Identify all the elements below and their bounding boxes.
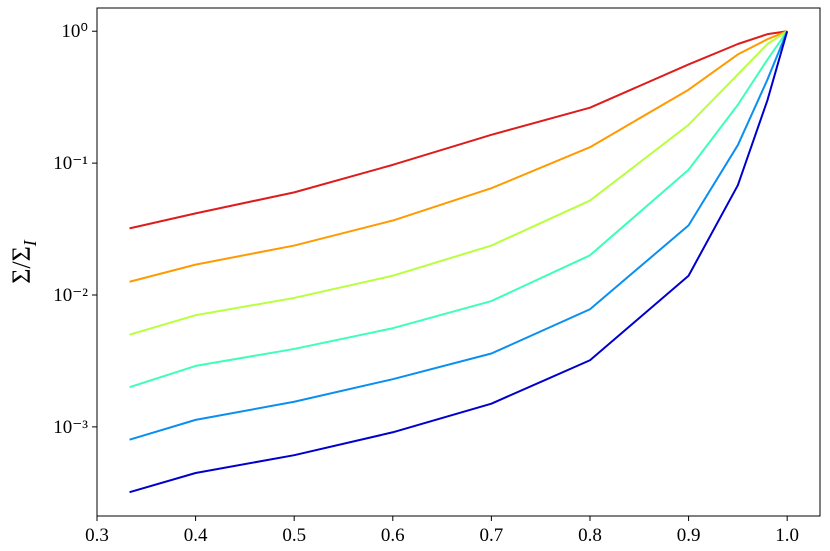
line-series <box>129 30 788 389</box>
line-series <box>129 30 788 283</box>
y-tick-label: 10⁻³ <box>53 417 88 438</box>
x-tick-label: 0.5 <box>282 525 306 546</box>
x-tick-label: 0.8 <box>578 525 602 546</box>
line-series <box>129 30 788 230</box>
x-tick-label: 0.3 <box>85 525 109 546</box>
x-tick-label: 0.7 <box>480 525 504 546</box>
x-tick-label: 0.6 <box>381 525 405 546</box>
x-tick-label: 1.0 <box>775 525 799 546</box>
line-series <box>129 30 789 494</box>
x-tick-label: 0.9 <box>677 525 701 546</box>
line-series <box>129 30 789 441</box>
y-label-main: Σ/Σ <box>7 246 36 284</box>
y-tick-label: 10⁰ <box>61 21 88 42</box>
y-tick-label: 10⁻² <box>53 285 88 306</box>
y-axis-label: Σ/ΣI <box>7 239 40 284</box>
y-label-sub: I <box>20 239 40 247</box>
plot-frame <box>96 7 821 517</box>
line-series <box>129 30 788 336</box>
y-tick-label: 10⁻¹ <box>53 153 88 174</box>
x-tick-label: 0.4 <box>184 525 208 546</box>
